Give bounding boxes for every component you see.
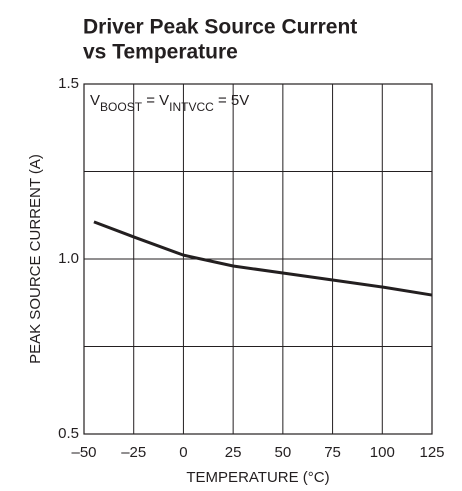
x-tick-label: 0	[179, 444, 187, 461]
annotation-part: = 5V	[214, 92, 249, 109]
x-tick-label: –50	[71, 444, 96, 461]
x-tick-label: 75	[324, 444, 341, 461]
annotation-part: BOOST	[100, 100, 143, 114]
plot-frame	[83, 83, 433, 435]
y-tick-label: 1.5	[58, 75, 79, 92]
chart-title: Driver Peak Source Current	[83, 16, 357, 39]
y-tick-label: 0.5	[58, 425, 79, 442]
x-axis-label: TEMPERATURE (°C)	[186, 469, 329, 486]
x-tick-label: 100	[370, 444, 395, 461]
annotation-part: = V	[142, 92, 169, 109]
annotation-part: INTVCC	[169, 100, 214, 114]
annotation-part: V	[90, 92, 100, 109]
x-tick-label: –25	[121, 444, 146, 461]
chart-title: vs Temperature	[83, 41, 238, 64]
annotation: VBOOST = VINTVCC = 5V	[90, 92, 249, 114]
x-tick-label: 50	[275, 444, 292, 461]
y-axis-label: PEAK SOURCE CURRENT (A)	[27, 154, 44, 364]
x-tick-label: 25	[225, 444, 242, 461]
data-line	[93, 220, 433, 297]
y-tick-label: 1.0	[58, 250, 79, 267]
x-tick-label: 125	[419, 444, 444, 461]
